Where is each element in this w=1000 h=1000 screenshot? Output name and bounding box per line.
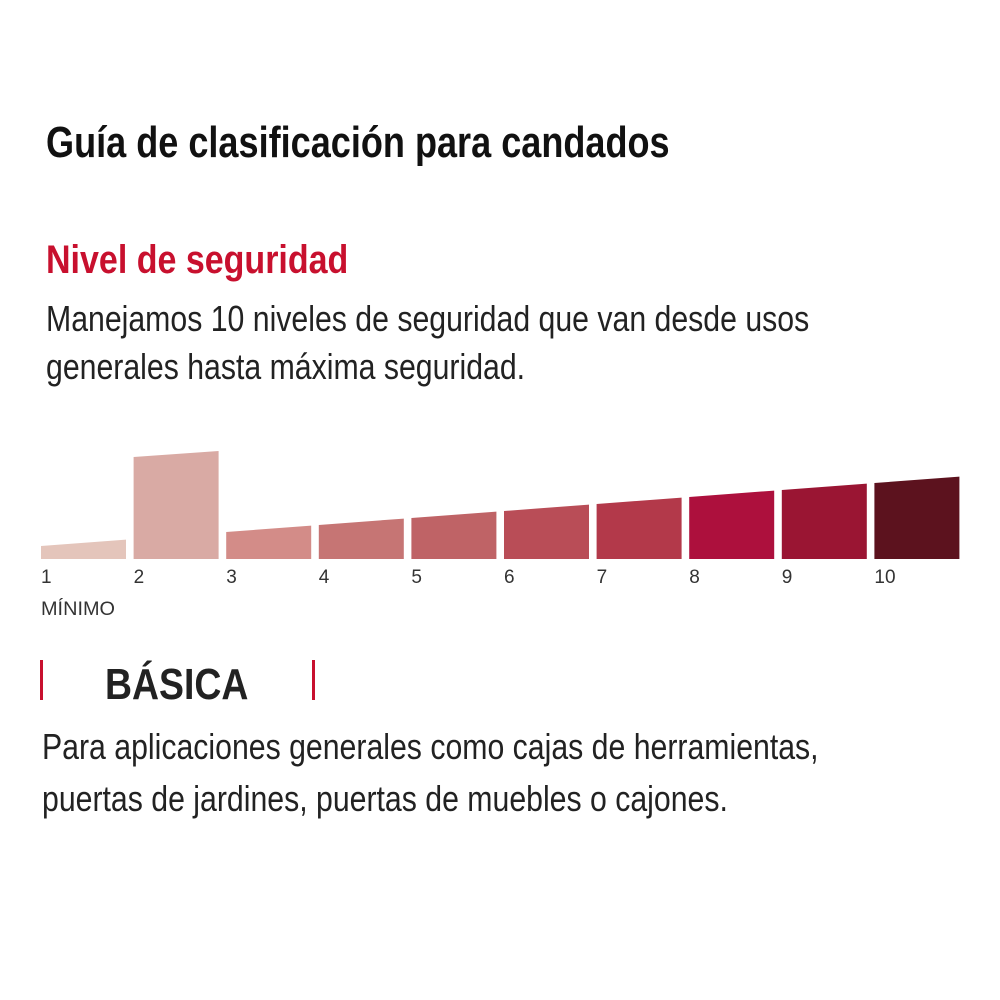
level-bar-5 (411, 511, 497, 559)
level-bar-4 (318, 518, 404, 559)
level-label-1: 1 (41, 567, 52, 588)
section-description-line-1: Manejamos 10 niveles de seguridad que va… (46, 298, 810, 339)
level-label-2: 2 (134, 567, 145, 588)
level-label-4: 4 (319, 567, 330, 588)
security-level-scale: 1 2 3 4 5 6 7 8 9 10 MÍNIMO (41, 451, 960, 620)
min-label: MÍNIMO (41, 599, 115, 620)
level-bar-7 (596, 497, 682, 559)
level-label-5: 5 (411, 567, 422, 588)
page-title: Guía de clasificación para candados (46, 118, 670, 167)
section-heading: Nivel de seguridad (46, 238, 349, 282)
level-bar-9 (781, 483, 867, 559)
level-label-7: 7 (597, 567, 608, 588)
level-bar-10 (874, 476, 960, 559)
level-description-line-2: puertas de jardines, puertas de muebles … (42, 778, 728, 819)
level-bar-2 (133, 451, 219, 559)
level-name: BÁSICA (105, 660, 249, 709)
level-bar-6 (504, 504, 589, 559)
level-left-marker (40, 660, 43, 700)
level-bar-8 (689, 490, 775, 559)
level-label-9: 9 (782, 567, 793, 588)
section-description-line-2: generales hasta máxima seguridad. (46, 346, 526, 387)
level-label-10: 10 (874, 567, 895, 588)
level-label-8: 8 (689, 567, 700, 588)
level-label-3: 3 (226, 567, 237, 588)
level-bar-1 (41, 539, 126, 559)
level-description-line-1: Para aplicaciones generales como cajas d… (42, 726, 819, 767)
level-right-marker (312, 660, 315, 700)
level-bar-3 (226, 525, 312, 559)
level-label-6: 6 (504, 567, 515, 588)
